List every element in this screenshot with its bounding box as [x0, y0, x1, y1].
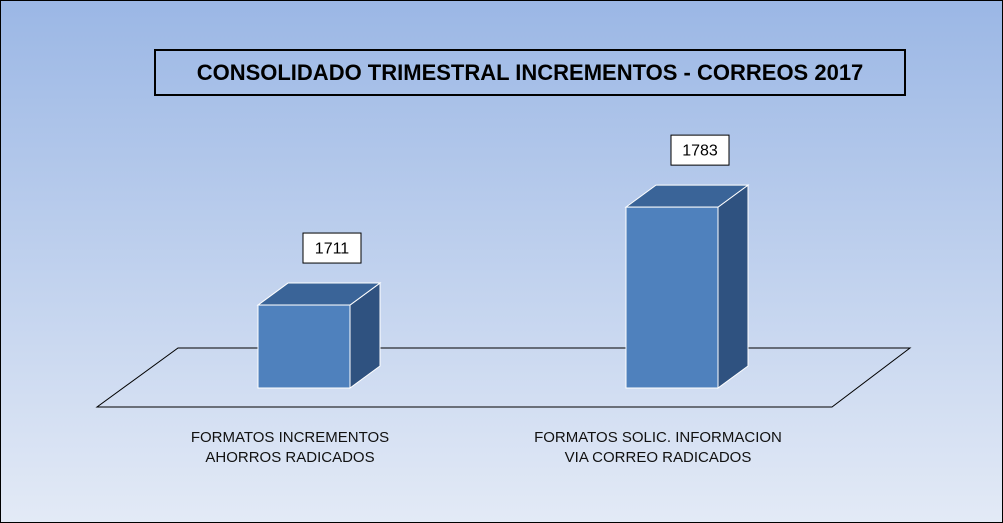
value-label: 1783 [682, 142, 718, 159]
x-tick-label: FORMATOS SOLIC. INFORMACION VIA CORREO R… [534, 429, 782, 466]
value-label-box [670, 134, 730, 166]
value-label: 1711 [315, 240, 350, 257]
value-label-box [302, 232, 362, 264]
bar-side [717, 184, 749, 389]
bar [257, 304, 351, 389]
title-box [154, 49, 906, 96]
bar [625, 206, 719, 389]
x-tick-label: FORMATOS INCREMENTOS AHORROS RADICADOS [190, 429, 390, 466]
chart-title: CONSOLIDADO TRIMESTRAL INCREMENTOS - COR… [197, 60, 864, 85]
